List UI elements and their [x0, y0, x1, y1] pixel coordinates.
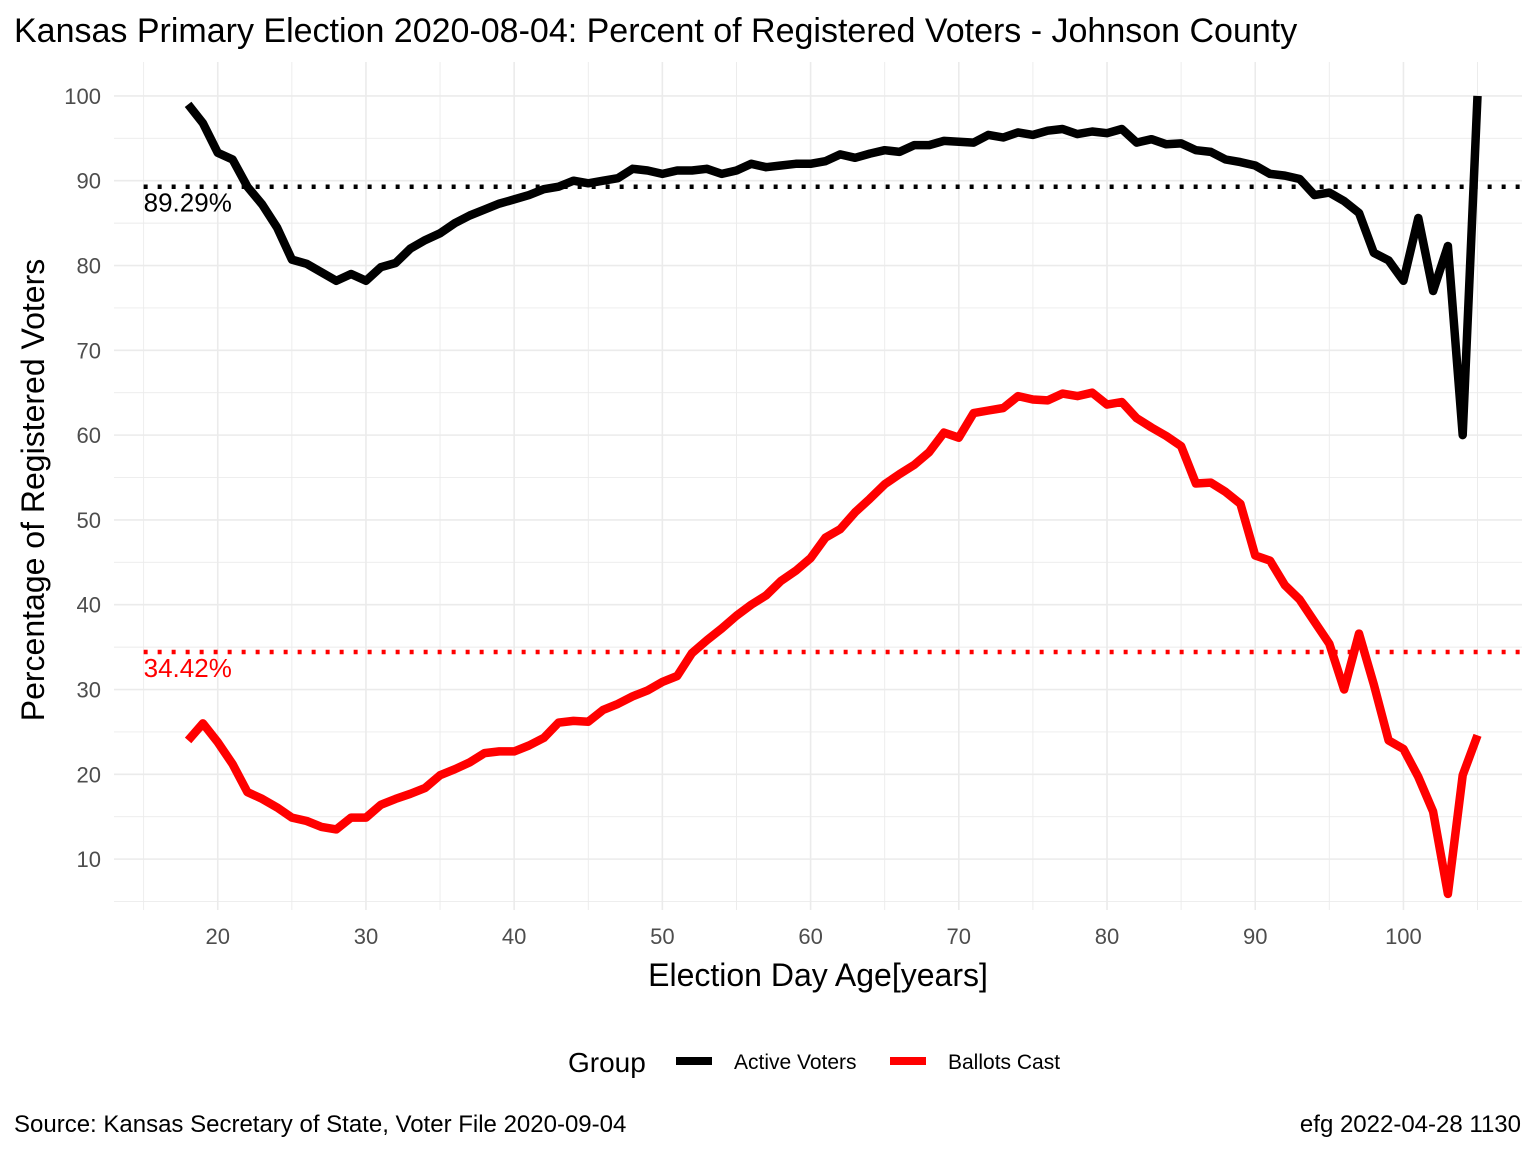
y-tick-label: 60: [77, 423, 101, 448]
series-lines: [184, 95, 1482, 899]
reference-label-active-voters: 89.29%: [144, 188, 232, 218]
axis-ticks: 20 30 40 50 60 70 80 90 100 10 20 30 40 50 60 70 80 90 100: [64, 84, 1422, 949]
y-tick-label: 70: [77, 338, 101, 363]
y-tick-label: 40: [77, 593, 101, 618]
x-tick-label: 30: [354, 924, 378, 949]
x-tick-label: 40: [502, 924, 526, 949]
reference-label-ballots-cast: 34.42%: [144, 653, 232, 683]
x-tick-label: 90: [1243, 924, 1267, 949]
y-tick-label: 30: [77, 678, 101, 703]
y-tick-label: 100: [64, 84, 101, 109]
x-tick-label: 80: [1095, 924, 1119, 949]
y-axis-title: Percentage of Registered Voters: [15, 259, 51, 722]
legend-label-ballots-cast: Ballots Cast: [948, 1051, 1060, 1074]
legend-title: Group: [568, 1047, 646, 1078]
x-tick-label: 70: [947, 924, 971, 949]
y-tick-label: 10: [77, 847, 101, 872]
x-tick-label: 100: [1385, 924, 1422, 949]
y-tick-label: 20: [77, 762, 101, 787]
caption-credit: efg 2022-04-28 1130: [1300, 1111, 1521, 1138]
x-tick-label: 20: [206, 924, 230, 949]
chart-title: Kansas Primary Election 2020-08-04: Perc…: [14, 12, 1297, 50]
caption-source: Source: Kansas Secretary of State, Voter…: [14, 1111, 626, 1138]
x-tick-label: 50: [650, 924, 674, 949]
x-axis-title: Election Day Age[years]: [648, 957, 988, 993]
y-tick-label: 90: [77, 169, 101, 194]
y-tick-label: 80: [77, 254, 101, 279]
x-tick-label: 60: [798, 924, 822, 949]
reference-lines: 89.29% 34.42%: [143, 184, 1522, 683]
legend-label-active-voters: Active Voters: [734, 1051, 857, 1074]
legend: Group Active Voters Ballots Cast: [568, 1047, 1060, 1078]
y-tick-label: 50: [77, 508, 101, 533]
series-line-active-voters: [184, 95, 1482, 440]
series-line-ballots-cast: [184, 388, 1482, 899]
